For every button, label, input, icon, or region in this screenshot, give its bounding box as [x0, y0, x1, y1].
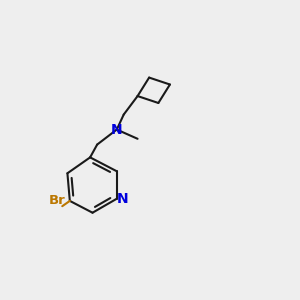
Text: N: N [117, 192, 129, 206]
Text: Br: Br [49, 194, 65, 207]
Text: N: N [111, 123, 123, 136]
